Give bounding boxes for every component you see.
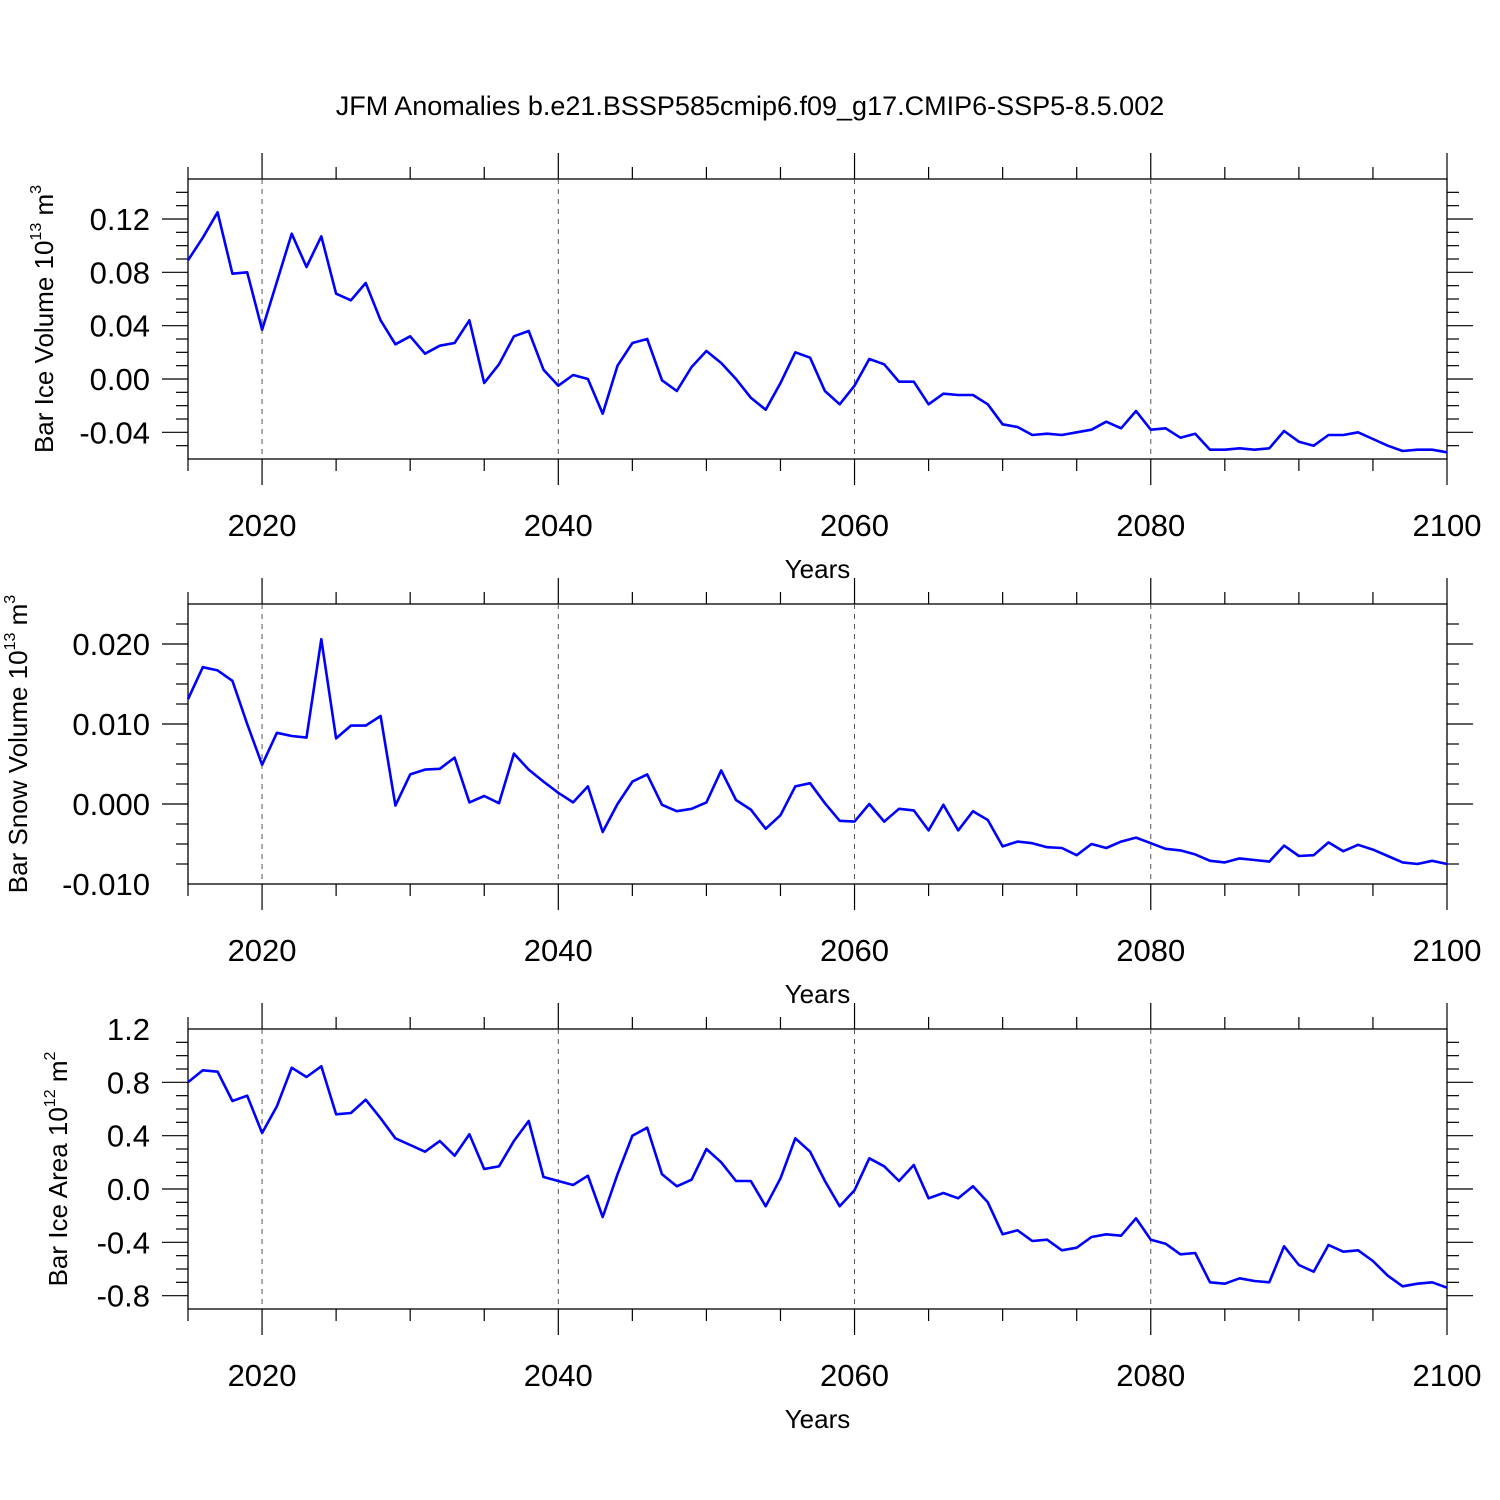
y-tick-label: 0.12	[90, 202, 150, 237]
y-tick-label: 1.2	[107, 1012, 150, 1047]
y-axis-title-unit-exponent: 3	[2, 595, 19, 604]
x-tick-label: 2060	[820, 508, 889, 543]
x-tick-label: 2020	[228, 1358, 297, 1393]
y-tick-label: -0.8	[97, 1279, 150, 1314]
y-tick-label: 0.0	[107, 1172, 150, 1207]
x-tick-label: 2060	[820, 933, 889, 968]
series-line	[186, 211, 1448, 454]
figure-title: JFM Anomalies b.e21.BSSP585cmip6.f09_g17…	[336, 91, 1164, 121]
y-tick-label: 0.00	[90, 362, 150, 397]
y-tick-label: 0.04	[90, 309, 150, 344]
y-axis-title-unit: m	[3, 604, 33, 633]
panel-bar-ice-area: 2020 2040 2060 2080 2100 Years -0.8 -0.4 0.0 0.4 0…	[42, 1003, 1481, 1434]
x-axis-title: Years	[785, 1404, 851, 1434]
x-tick-label: 2100	[1413, 508, 1482, 543]
y-tick-label: -0.010	[62, 867, 150, 902]
y-axis-title: Bar Ice Volume 1013 m3	[28, 185, 58, 453]
y-axis-title-unit: m	[29, 194, 59, 223]
x-tick-label: 2040	[524, 508, 593, 543]
x-tick-label: 2100	[1413, 933, 1482, 968]
y-axis-title-exponent: 13	[28, 223, 45, 241]
y-axis-title-unit-exponent: 3	[28, 185, 45, 194]
x-tick-label: 2080	[1116, 1358, 1185, 1393]
x-tick-label: 2100	[1413, 1358, 1482, 1393]
y-axis-title-unit-exponent: 2	[42, 1051, 59, 1060]
x-tick-label: 2020	[228, 933, 297, 968]
x-axis-title: Years	[785, 979, 851, 1009]
y-tick-label: 0.08	[90, 255, 150, 290]
x-tick-label: 2080	[1116, 508, 1185, 543]
x-axis-title: Years	[785, 554, 851, 584]
plot-frame	[187, 178, 1448, 460]
y-axis-title: Bar Ice Area 1012 m2	[42, 1051, 72, 1286]
y-axis-title-exponent: 12	[42, 1089, 59, 1107]
y-axis-title-unit: m	[43, 1060, 73, 1089]
y-tick-label: 0.4	[107, 1119, 150, 1154]
y-axis-title: Bar Snow Volume 1013 m3	[2, 595, 32, 894]
series-line	[187, 1065, 1448, 1289]
x-tick-label: 2080	[1116, 933, 1185, 968]
x-tick-label: 2040	[524, 1358, 593, 1393]
plot-frame	[187, 603, 1448, 885]
y-tick-label: 0.8	[107, 1065, 150, 1100]
y-tick-label: 0.010	[72, 707, 150, 742]
plot-frame	[187, 1028, 1448, 1310]
x-tick-label: 2040	[524, 933, 593, 968]
y-axis-title-main: Bar Ice Volume 10	[29, 241, 59, 453]
x-tick-label: 2060	[820, 1358, 889, 1393]
y-axis-title-main: Bar Ice Area 10	[43, 1107, 73, 1286]
series-line	[186, 637, 1448, 866]
y-tick-label: -0.04	[79, 415, 150, 450]
y-tick-label: 0.020	[72, 627, 150, 662]
x-tick-label: 2020	[228, 508, 297, 543]
y-tick-label: -0.4	[97, 1225, 150, 1260]
y-axis-title-main: Bar Snow Volume 10	[3, 650, 33, 893]
panel-bar-snow-volume: 2020 2040 2060 2080 2100 Years -0.010 0.000 0.01…	[2, 578, 1481, 1009]
y-tick-label: 0.000	[72, 787, 150, 822]
panel-bar-ice-volume: 2020 2040 2060 2080 2100 Years -0.04 0.00 0.04 0.…	[28, 153, 1481, 584]
y-axis-title-exponent: 13	[2, 632, 19, 650]
